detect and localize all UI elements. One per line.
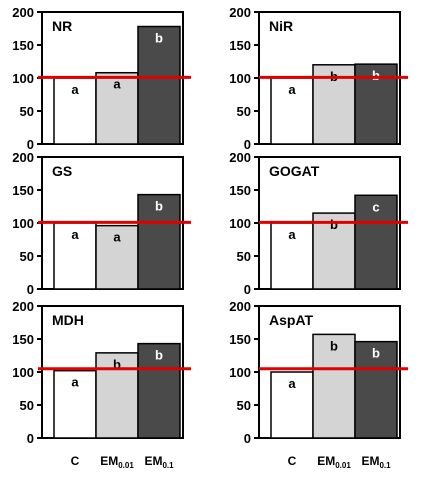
bar-2: [312, 333, 356, 439]
significance-label: a: [71, 82, 79, 97]
significance-label: a: [288, 227, 296, 242]
y-tick-label: 150: [229, 332, 251, 347]
panel-title: AspAT: [269, 312, 314, 328]
bar-2: [312, 212, 356, 290]
x-axis-labels-left: C EM0.01 EM0.1: [71, 454, 174, 470]
bar-2: [95, 352, 139, 439]
significance-label: a: [113, 77, 121, 92]
x-tick-label: EM0.01: [100, 454, 134, 470]
bar-1: [270, 77, 314, 145]
bar-2: [95, 71, 139, 145]
y-tick-label: 50: [20, 398, 34, 413]
significance-label: b: [155, 348, 163, 363]
significance-label: b: [155, 199, 163, 214]
y-tick-label: 100: [12, 365, 34, 380]
panel-title: MDH: [52, 312, 84, 328]
significance-label: c: [372, 199, 379, 214]
significance-label: a: [288, 376, 296, 391]
panel-title: GS: [52, 163, 72, 179]
y-tick-label: 50: [237, 398, 251, 413]
panel-title: GOGAT: [269, 163, 320, 179]
panel-nr: 0 50 100 150 200 a a b NR: [12, 5, 191, 152]
significance-label: a: [71, 375, 79, 390]
y-tick-label: 200: [12, 299, 34, 314]
y-tick-label: 200: [229, 150, 251, 165]
panel-title: NR: [52, 18, 72, 34]
y-tick-label: 200: [229, 299, 251, 314]
significance-label: b: [330, 338, 338, 353]
y-tick-label: 0: [244, 282, 251, 297]
y-tick-label: 50: [20, 249, 34, 264]
x-axis-labels-right: C EM0.01 EM0.1: [288, 454, 391, 470]
x-tick-label: EM0.01: [317, 454, 351, 470]
panel-nir: 050100150200abbNiR: [229, 5, 408, 152]
significance-label: b: [372, 346, 380, 361]
y-tick-label: 150: [12, 38, 34, 53]
y-tick-label: 100: [229, 365, 251, 380]
y-tick-label: 50: [237, 249, 251, 264]
panel-gs: 0 50 100 150 200 a a b GS: [12, 150, 191, 297]
bar-3: [354, 194, 398, 290]
bar-3: [354, 340, 398, 439]
bar-1: [53, 222, 97, 290]
bar-2: [95, 224, 139, 290]
x-tick-label: C: [288, 454, 297, 468]
y-tick-label: 0: [27, 431, 34, 446]
y-tick-label: 100: [229, 216, 251, 231]
significance-label: b: [155, 31, 163, 46]
y-tick-label: 200: [12, 150, 34, 165]
bar-1: [270, 222, 314, 290]
y-tick-label: 0: [27, 137, 34, 152]
y-tick-label: 50: [20, 104, 34, 119]
y-tick-label: 100: [12, 71, 34, 86]
y-tick-label: 200: [12, 5, 34, 20]
panel-aspat: 0 50 100 150 200 a b b AspAT: [229, 299, 408, 446]
x-tick-label: EM0.1: [144, 454, 174, 470]
significance-label: b: [330, 217, 338, 232]
y-tick-label: 150: [12, 183, 34, 198]
panel-title: NiR: [269, 18, 293, 34]
significance-label: a: [71, 227, 79, 242]
bar-1: [53, 369, 97, 439]
significance-label: a: [113, 230, 121, 245]
panel-gogat: 0 50 100 150 200 a b c GOGAT: [229, 150, 408, 297]
bar-1: [270, 371, 314, 439]
y-tick-label: 50: [237, 104, 251, 119]
y-tick-label: 100: [12, 216, 34, 231]
x-tick-label: C: [71, 454, 80, 468]
y-tick-label: 200: [229, 5, 251, 20]
y-tick-label: 150: [229, 38, 251, 53]
significance-label: b: [113, 357, 121, 372]
bar-3: [137, 193, 181, 290]
bar-3: [137, 25, 181, 145]
y-tick-label: 0: [27, 282, 34, 297]
bar-3: [137, 342, 181, 439]
x-tick-label: EM0.1: [361, 454, 391, 470]
y-tick-label: 150: [229, 183, 251, 198]
y-tick-label: 0: [244, 431, 251, 446]
panel-mdh: 0 50 100 150 200 a b b MDH: [12, 299, 191, 446]
y-tick-label: 150: [12, 332, 34, 347]
y-tick-label: 100: [229, 71, 251, 86]
y-tick-label: 0: [244, 137, 251, 152]
significance-label: a: [288, 82, 296, 97]
significance-label: b: [372, 68, 380, 83]
